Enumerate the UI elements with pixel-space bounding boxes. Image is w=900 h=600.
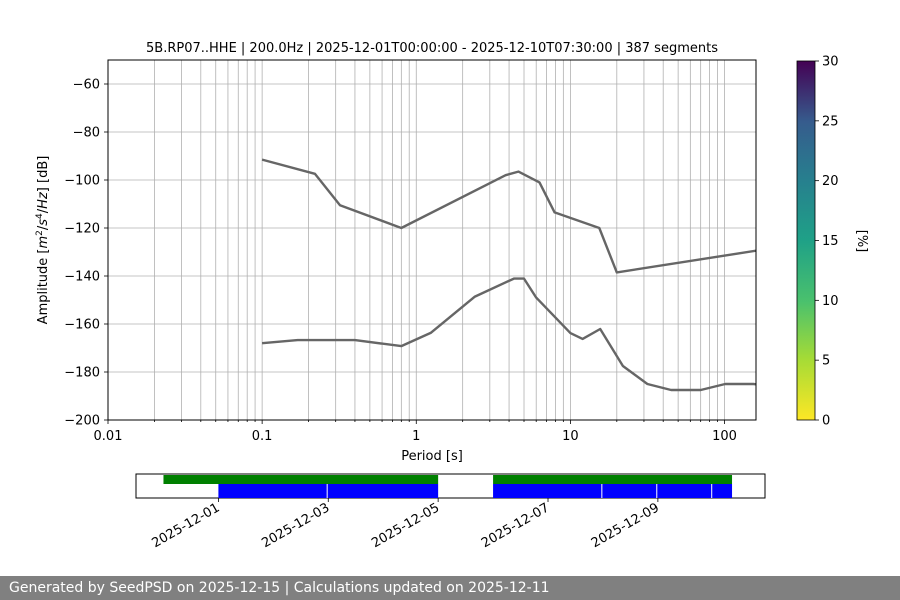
y-tick-label: −180 (64, 366, 100, 381)
availability-date-ticks: 2025-12-01 2025-12-03 2025-12-05 2025-12-07… (149, 498, 662, 551)
y-tick-label: −140 (64, 270, 100, 285)
x-tick-label: 10 (562, 429, 579, 444)
colorbar-label: [%] (854, 230, 869, 253)
x-axis-ticks: 0.01 0.1 1 10 100 (94, 420, 737, 444)
date-tick-label: 2025-12-03 (259, 500, 332, 551)
x-tick-label: 100 (712, 429, 737, 444)
y-tick-label: −60 (73, 78, 100, 93)
x-tick-label: 0.01 (94, 429, 123, 444)
chart-title: 5B.RP07..HHE | 200.0Hz | 2025-12-01T00:0… (146, 41, 718, 56)
curve-nhnm (261, 158, 756, 274)
date-tick-label: 2025-12-01 (149, 500, 222, 551)
date-tick-label: 2025-12-07 (479, 500, 552, 551)
y-tick-label: −200 (64, 414, 100, 429)
y-tick-label: −160 (64, 318, 100, 333)
noise-model-curves (261, 158, 756, 392)
colorbar-ticks: 0 5 10 15 20 25 30 (815, 55, 839, 429)
y-tick-label: −80 (73, 126, 100, 141)
colorbar (796, 60, 816, 421)
availability-green-bar (163, 475, 439, 484)
colorbar-tick-label: 5 (822, 354, 830, 369)
colorbar-tick-label: 15 (822, 234, 839, 249)
colorbar-tick-label: 25 (822, 114, 839, 129)
availability-blue-bar (493, 484, 733, 498)
date-tick-label: 2025-12-05 (369, 500, 442, 551)
grid-lines (107, 60, 756, 421)
x-tick-label: 1 (412, 429, 420, 444)
colorbar-tick-label: 0 (822, 414, 830, 429)
curve-nlnm (261, 277, 756, 392)
availability-blue-bar (218, 484, 439, 498)
y-tick-label: −100 (64, 174, 100, 189)
availability-green-bar (493, 475, 733, 484)
colorbar-tick-label: 10 (822, 294, 839, 309)
footer-text: Generated by SeedPSD on 2025-12-15 | Cal… (0, 576, 900, 600)
availability-bars (163, 475, 733, 498)
x-tick-label: 0.1 (252, 429, 273, 444)
y-axis-label: Amplitude [m2/s4/Hz] [dB] (35, 156, 51, 325)
colorbar-tick-label: 20 (822, 174, 839, 189)
y-axis-ticks: −60 −80 −100 −120 −140 −160 −180 −200 (64, 78, 108, 429)
y-tick-label: −120 (64, 222, 100, 237)
plot-frame (107, 59, 757, 421)
colorbar-tick-label: 30 (822, 55, 839, 70)
x-axis-label: Period [s] (401, 449, 463, 464)
date-tick-label: 2025-12-09 (589, 500, 662, 551)
